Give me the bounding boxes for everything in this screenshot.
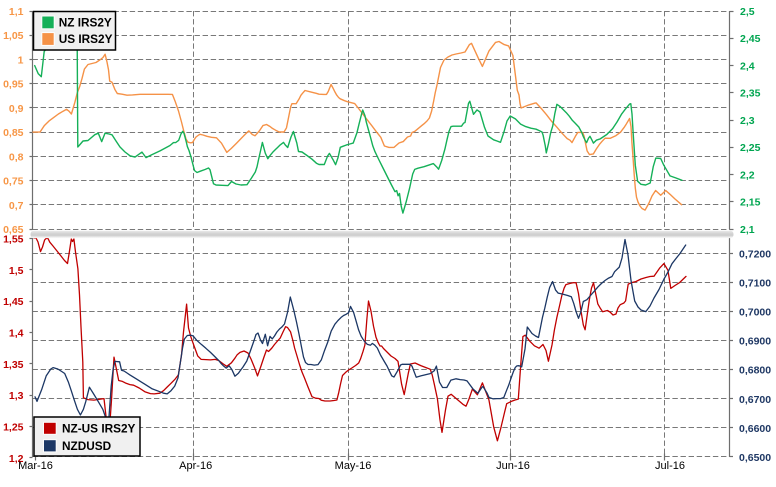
- svg-text:Jun-16: Jun-16: [496, 460, 530, 472]
- svg-text:1,45: 1,45: [3, 296, 24, 308]
- svg-text:1,2: 1,2: [9, 453, 24, 465]
- svg-text:2,25: 2,25: [740, 142, 761, 154]
- svg-text:US IRS2Y: US IRS2Y: [59, 32, 113, 46]
- svg-text:0,8: 0,8: [9, 151, 24, 163]
- svg-text:1,3: 1,3: [9, 390, 24, 402]
- svg-text:1,5: 1,5: [9, 265, 24, 277]
- svg-text:0,7100: 0,7100: [739, 278, 771, 290]
- svg-text:Jul-16: Jul-16: [655, 460, 685, 472]
- svg-text:0,65: 0,65: [3, 224, 24, 236]
- svg-text:NZDUSD: NZDUSD: [62, 439, 112, 453]
- svg-text:2,45: 2,45: [740, 33, 761, 45]
- svg-text:2,3: 2,3: [740, 115, 755, 127]
- svg-text:0,6700: 0,6700: [739, 394, 771, 406]
- svg-text:NZ IRS2Y: NZ IRS2Y: [59, 16, 112, 30]
- svg-text:2,35: 2,35: [740, 88, 761, 100]
- svg-text:NZ-US IRS2Y: NZ-US IRS2Y: [62, 422, 136, 436]
- svg-text:0,6500: 0,6500: [739, 452, 771, 464]
- svg-text:1,05: 1,05: [3, 30, 24, 42]
- svg-text:0,7000: 0,7000: [739, 307, 771, 319]
- svg-text:2,1: 2,1: [740, 224, 755, 236]
- svg-text:1,35: 1,35: [3, 359, 24, 371]
- svg-text:0,95: 0,95: [3, 79, 24, 91]
- svg-text:0,9: 0,9: [9, 103, 24, 115]
- svg-text:Mar-16: Mar-16: [18, 460, 53, 472]
- svg-text:0,6900: 0,6900: [739, 336, 771, 348]
- svg-text:2,4: 2,4: [740, 60, 755, 72]
- svg-text:1,25: 1,25: [3, 422, 24, 434]
- svg-text:Apr-16: Apr-16: [179, 460, 212, 472]
- svg-text:1: 1: [18, 54, 24, 66]
- svg-text:0,75: 0,75: [3, 176, 24, 188]
- svg-text:1,55: 1,55: [3, 234, 24, 246]
- svg-text:1,4: 1,4: [9, 328, 24, 340]
- svg-text:0,85: 0,85: [3, 127, 24, 139]
- svg-text:May-16: May-16: [335, 460, 372, 472]
- svg-text:1,1: 1,1: [9, 6, 24, 18]
- svg-text:0,6800: 0,6800: [739, 365, 771, 377]
- svg-text:2,2: 2,2: [740, 170, 755, 182]
- svg-text:0,6600: 0,6600: [739, 423, 771, 435]
- svg-text:2,5: 2,5: [740, 6, 755, 18]
- svg-text:0,7200: 0,7200: [739, 249, 771, 261]
- svg-text:2,15: 2,15: [740, 197, 761, 209]
- svg-text:0,7: 0,7: [9, 200, 24, 212]
